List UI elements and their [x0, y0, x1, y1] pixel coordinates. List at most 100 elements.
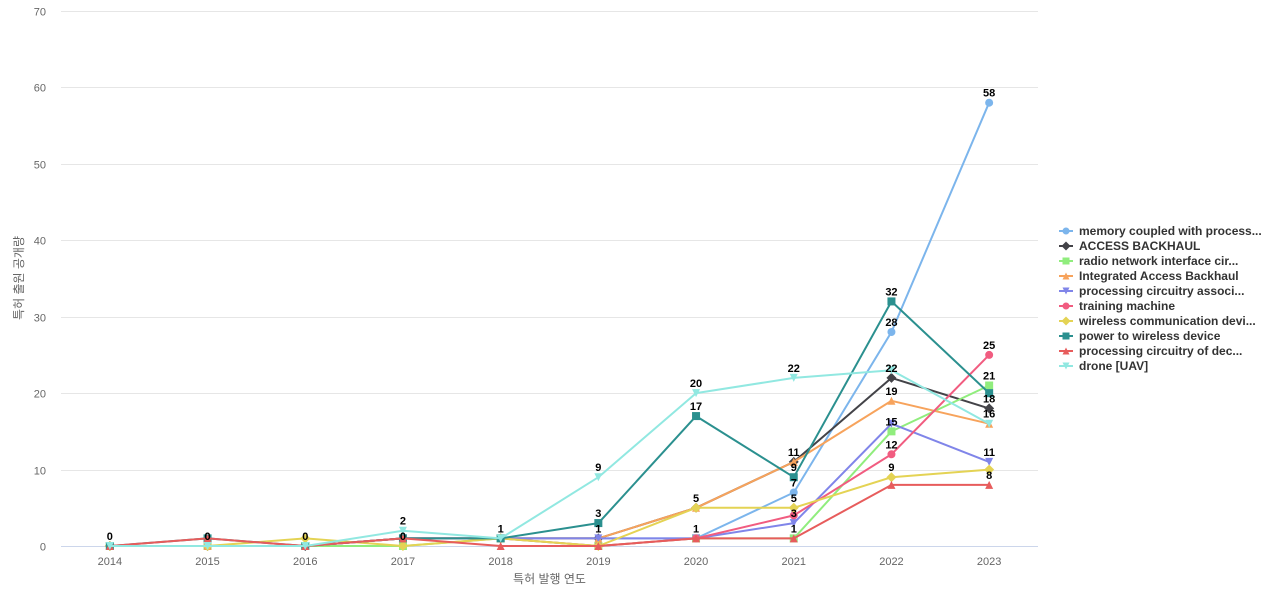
data-label: 32	[885, 286, 897, 298]
data-label: 16	[983, 409, 995, 421]
legend-item[interactable]: power to wireless device	[1059, 329, 1221, 343]
data-point[interactable]	[789, 457, 798, 466]
series-line[interactable]	[109, 354, 990, 547]
data-point[interactable]	[789, 373, 798, 382]
data-label: 19	[885, 386, 897, 398]
legend-marker[interactable]	[1062, 332, 1070, 340]
data-point[interactable]	[985, 98, 994, 107]
data-point[interactable]	[203, 534, 212, 543]
data-point[interactable]	[594, 534, 603, 543]
data-point[interactable]	[887, 297, 896, 306]
data-point[interactable]	[789, 488, 798, 497]
legend-marker[interactable]	[1062, 272, 1070, 280]
series-line[interactable]	[109, 483, 990, 547]
data-point[interactable]	[496, 542, 505, 550]
series-line[interactable]	[109, 376, 990, 547]
data-point[interactable]	[594, 473, 603, 482]
legend-item[interactable]: processing circuitry of dec...	[1059, 344, 1242, 358]
data-point[interactable]	[788, 502, 799, 513]
legend-marker[interactable]	[1061, 316, 1071, 326]
data-point[interactable]	[887, 450, 896, 459]
data-label: 22	[885, 363, 897, 375]
data-point[interactable]	[985, 389, 994, 398]
series-3	[105, 381, 994, 550]
data-point[interactable]	[887, 480, 896, 489]
x-tick-label: 2020	[684, 556, 708, 568]
legend-marker[interactable]	[1062, 302, 1070, 310]
data-point[interactable]	[594, 519, 603, 528]
x-tick-label: 2018	[488, 556, 512, 568]
data-label: 11	[983, 447, 995, 459]
legend-marker[interactable]	[1062, 347, 1070, 355]
data-point[interactable]	[789, 534, 798, 543]
legend-label: wireless communication devi...	[1078, 314, 1256, 328]
x-tick-label: 2017	[391, 556, 415, 568]
series-line[interactable]	[109, 384, 990, 547]
data-point[interactable]	[887, 396, 896, 405]
data-point[interactable]	[300, 533, 311, 544]
y-tick-label: 20	[34, 389, 46, 401]
data-point[interactable]	[887, 328, 896, 336]
data-point[interactable]	[203, 542, 212, 550]
data-point[interactable]	[496, 534, 505, 543]
legend-item[interactable]: memory coupled with process...	[1059, 224, 1262, 238]
data-point[interactable]	[985, 350, 994, 359]
legend-item[interactable]: radio network interface cir...	[1059, 254, 1238, 268]
data-point[interactable]	[984, 403, 995, 414]
data-point[interactable]	[985, 457, 994, 466]
legend-item[interactable]: Integrated Access Backhaul	[1059, 269, 1239, 283]
legend-label: power to wireless device	[1079, 329, 1221, 343]
data-point[interactable]	[398, 526, 407, 535]
series-line[interactable]	[109, 369, 990, 547]
data-point[interactable]	[985, 419, 994, 428]
data-point[interactable]	[886, 372, 897, 383]
legend-item[interactable]: drone [UAV]	[1059, 359, 1148, 373]
data-point[interactable]	[301, 542, 310, 550]
data-point[interactable]	[691, 502, 702, 513]
data-label: 9	[791, 462, 797, 474]
data-point[interactable]	[692, 389, 701, 398]
data-point[interactable]	[789, 519, 798, 528]
legend-item[interactable]: ACCESS BACKHAUL	[1059, 239, 1200, 253]
legend-marker[interactable]	[1061, 241, 1071, 251]
x-axis-title: 특허 발행 연도	[513, 571, 586, 586]
data-point[interactable]	[886, 472, 897, 483]
data-point[interactable]	[984, 464, 995, 475]
legend-label: drone [UAV]	[1079, 359, 1148, 373]
legend-marker[interactable]	[1062, 362, 1070, 370]
x-tick-label: 2015	[195, 556, 219, 568]
data-label: 9	[595, 462, 601, 474]
data-point[interactable]	[887, 419, 896, 428]
legend-label: Integrated Access Backhaul	[1079, 269, 1239, 283]
series-line[interactable]	[109, 300, 990, 547]
data-point[interactable]	[105, 542, 114, 550]
data-point[interactable]	[397, 541, 408, 551]
data-point[interactable]	[692, 412, 701, 421]
legend-label: radio network interface cir...	[1079, 254, 1238, 268]
data-label: 5	[791, 493, 797, 505]
data-point[interactable]	[594, 542, 603, 550]
data-label: 20	[690, 378, 702, 390]
x-tick-label: 2022	[879, 556, 903, 568]
legend-marker[interactable]	[1062, 257, 1070, 265]
data-label: 21	[983, 371, 995, 383]
data-point[interactable]	[398, 534, 407, 543]
series-line[interactable]	[109, 399, 990, 547]
legend-item[interactable]: processing circuitry associ...	[1059, 284, 1244, 298]
series-9	[105, 480, 994, 550]
data-point[interactable]	[985, 480, 994, 489]
legend-marker[interactable]	[1062, 287, 1070, 295]
data-point[interactable]	[985, 381, 994, 390]
series-line[interactable]	[109, 102, 991, 547]
legend-marker[interactable]	[1062, 227, 1070, 235]
data-label: 22	[788, 363, 800, 375]
legend-item[interactable]: training machine	[1059, 299, 1175, 313]
series-line[interactable]	[109, 422, 990, 547]
legend-item[interactable]: wireless communication devi...	[1059, 314, 1256, 328]
data-point[interactable]	[887, 366, 896, 375]
data-point[interactable]	[789, 511, 798, 520]
data-point[interactable]	[789, 473, 798, 482]
data-point[interactable]	[692, 534, 701, 543]
data-point[interactable]	[887, 427, 896, 436]
